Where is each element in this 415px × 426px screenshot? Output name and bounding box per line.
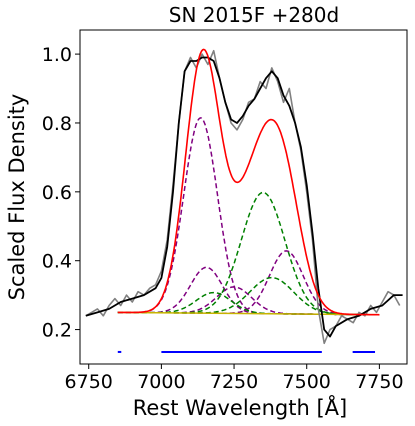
y-axis-ticks: 0.2 0.4 0.6 0.8 1.0 xyxy=(42,44,80,342)
smoothed-spectrum-line xyxy=(85,56,403,338)
y-tick-label: 0.6 xyxy=(42,182,72,204)
x-tick-label: 6750 xyxy=(65,371,113,393)
x-tick-label: 7500 xyxy=(283,371,331,393)
y-tick-label: 0.8 xyxy=(42,113,72,135)
x-axis-ticks: 6750 7000 7250 7500 7750 xyxy=(65,364,404,393)
continuum-line xyxy=(117,311,380,316)
x-axis-label: Rest Wavelength [Å] xyxy=(133,394,347,420)
y-axis-label: Scaled Flux Density xyxy=(5,94,29,301)
x-tick-label: 7750 xyxy=(355,371,403,393)
x-tick-label: 7000 xyxy=(137,371,185,393)
plot-frame xyxy=(79,29,408,365)
chart-title: SN 2015F +280d xyxy=(169,3,339,27)
y-tick-label: 0.4 xyxy=(42,251,72,273)
y-tick-label: 0.2 xyxy=(42,320,72,342)
fit-component-5 xyxy=(117,191,380,316)
plot-area xyxy=(85,48,403,353)
model-total-line xyxy=(117,48,380,316)
fit-component-7 xyxy=(117,291,380,316)
y-tick-label: 1.0 xyxy=(42,44,72,66)
x-tick-label: 7250 xyxy=(210,371,258,393)
